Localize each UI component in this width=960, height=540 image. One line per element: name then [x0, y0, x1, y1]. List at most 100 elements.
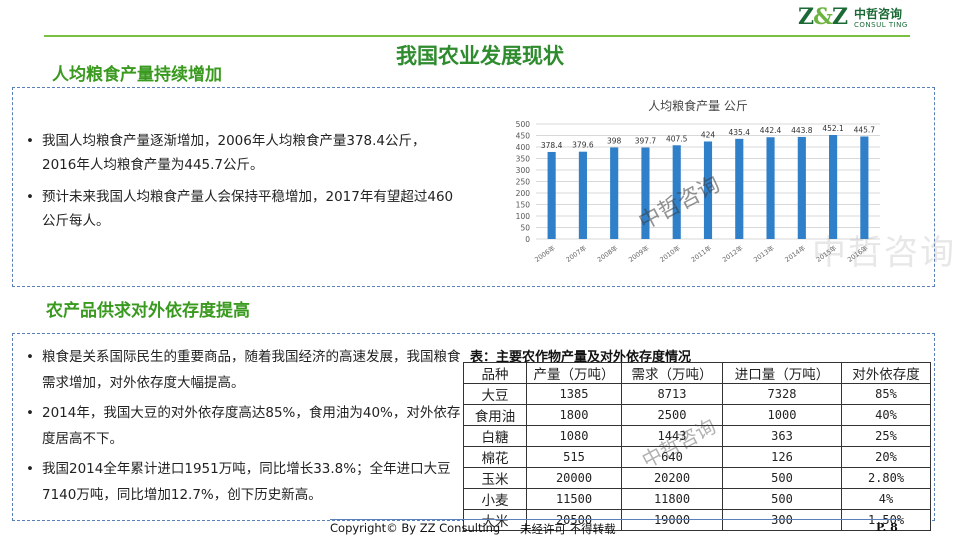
table-cell: 25%: [841, 425, 931, 447]
x-tick-label: 2013年: [752, 243, 776, 264]
column-header: 对外依存度: [841, 362, 931, 384]
table-cell: 500: [722, 467, 842, 489]
x-tick-label: 2014年: [783, 243, 807, 264]
crop-name-cell: 棉花: [463, 446, 527, 468]
bar: [641, 147, 650, 239]
table-cell: 40%: [841, 404, 931, 426]
x-tick-label: 2010年: [658, 243, 682, 264]
footer-divider: [330, 519, 900, 520]
table-cell: 1385: [526, 383, 622, 405]
table-cell: 1.50%: [841, 509, 931, 531]
logo-chinese-name: 中哲咨询: [854, 7, 903, 21]
x-tick-label: 2009年: [627, 243, 651, 264]
table-cell: 2.80%: [841, 467, 931, 489]
x-tick-label: 2011年: [689, 243, 713, 264]
column-header: 进口量（万吨）: [722, 362, 842, 384]
data-label: 379.6: [572, 141, 594, 150]
y-tick-label: 500: [516, 120, 531, 129]
crop-name-cell: 大豆: [463, 383, 527, 405]
table-cell: 7328: [722, 383, 842, 405]
company-logo: Z&Z 中哲咨询 CONSUL TING: [798, 4, 910, 34]
logo-mark: Z&Z: [798, 4, 848, 30]
y-tick-label: 150: [516, 201, 531, 210]
table-row: 食用油 1800 2500 1000 40%: [463, 404, 931, 426]
per-capita-grain-chart: 人均粮食产量 公斤 0 50 100 150 200 250 300 350 400 450 500…: [516, 98, 880, 264]
table-row: 白糖 1080 1443 363 25%: [463, 425, 931, 447]
table-cell: 1080: [526, 425, 622, 447]
logo-english-name: CONSUL TING: [854, 21, 908, 29]
table-cell: 500: [722, 488, 842, 510]
table-cell: 11800: [621, 488, 723, 510]
page-number: P. 8: [876, 521, 898, 534]
bar: [703, 141, 713, 239]
table-cell: 85%: [841, 383, 931, 405]
crop-name-cell: 食用油: [463, 404, 527, 426]
column-header: 产量（万吨）: [526, 362, 622, 384]
bullet-item: 我国人均粮食产量逐渐增加，2006年人均粮食产量378.4公斤，2016年人均粮…: [24, 129, 454, 177]
data-label: 407.5: [666, 134, 688, 143]
x-tick-label: 2006年: [533, 243, 557, 264]
bar: [610, 147, 619, 239]
y-tick-label: 0: [525, 235, 530, 244]
bar: [766, 137, 775, 239]
table-cell: 363: [722, 425, 842, 447]
chart-bars: [547, 135, 869, 239]
chart-title: 人均粮食产量 公斤: [648, 98, 748, 113]
section2-heading: 农产品供求对外依存度提高: [46, 301, 250, 321]
table-cell: 11500: [526, 488, 622, 510]
bar: [735, 138, 744, 239]
y-tick-label: 450: [516, 132, 531, 141]
table-row: 大豆 1385 8713 7328 85%: [463, 383, 931, 405]
table-row: 玉米 20000 20200 500 2.80%: [463, 467, 931, 489]
x-tick-label: 2007年: [564, 243, 588, 264]
header-divider: [44, 35, 910, 37]
bullet-item: 预计未来我国人均粮食产量人会保持平稳增加，2017年有望超过460公斤每人。: [24, 185, 454, 233]
table-cell: 19000: [621, 509, 723, 531]
bar: [578, 151, 587, 239]
section1-bullet-list: 我国人均粮食产量逐渐增加，2006年人均粮食产量378.4公斤，2016年人均粮…: [24, 129, 454, 241]
page-title: 我国农业发展现状: [396, 44, 564, 68]
bar: [797, 136, 806, 239]
section1-heading: 人均粮食产量持续增加: [52, 65, 222, 85]
table-cell: 20500: [526, 509, 622, 531]
table-cell: 8713: [621, 383, 723, 405]
y-tick-label: 250: [516, 178, 531, 187]
chart-y-axis: 0 50 100 150 200 250 300 350 400 450 500: [516, 120, 531, 244]
table-cell: 300: [722, 509, 842, 531]
chart-data-labels: 378.4 379.6 398 397.7 407.5 424 435.4 442.4 443.…: [541, 124, 875, 150]
y-tick-label: 350: [516, 155, 531, 164]
table-cell: 515: [526, 446, 622, 468]
y-tick-label: 100: [516, 212, 531, 221]
bar: [672, 145, 681, 239]
data-label: 424: [701, 130, 716, 139]
crop-name-cell: 小麦: [463, 488, 527, 510]
table-cell: 126: [722, 446, 842, 468]
y-tick-label: 50: [520, 224, 530, 233]
y-tick-label: 300: [516, 166, 531, 175]
table-header-row: 品种 产量（万吨） 需求（万吨） 进口量（万吨） 对外依存度: [463, 362, 931, 384]
table-cell: 1800: [526, 404, 622, 426]
table-row: 大米 20500 19000 300 1.50%: [463, 509, 931, 531]
data-label: 398: [607, 136, 622, 145]
bullet-item: 2014年，我国大豆的对外依存度高达85%，食用油为40%，对外依存度居高不下。: [24, 400, 469, 452]
copyright-text: Copyright© By ZZ Consulting: [330, 521, 501, 535]
crop-dependency-table: 品种 产量（万吨） 需求（万吨） 进口量（万吨） 对外依存度 大豆 1385 871…: [463, 362, 931, 531]
data-label: 443.8: [791, 126, 813, 135]
bullet-item: 我国2014全年累计进口1951万吨，同比增长33.8%；全年进口大豆7140万…: [24, 456, 469, 508]
reprint-notice: 未经许可 不得转载: [520, 522, 616, 536]
table-cell: 1000: [722, 404, 842, 426]
bullet-item: 粮食是关系国际民生的重要商品，随着我国经济的高速发展，我国粮食需求增加，对外依存…: [24, 344, 469, 396]
data-label: 445.7: [854, 125, 876, 134]
bar: [547, 151, 556, 239]
section1-box: [12, 87, 935, 287]
x-tick-label: 2012年: [720, 243, 744, 264]
column-header: 需求（万吨）: [621, 362, 723, 384]
table-title: 表：主要农作物产量及对外依存度情况: [470, 350, 692, 365]
x-tick-label: 2008年: [595, 243, 619, 264]
section2-bullet-list: 粮食是关系国际民生的重要商品，随着我国经济的高速发展，我国粮食需求增加，对外依存…: [24, 344, 469, 512]
table-cell: 4%: [841, 488, 931, 510]
data-label: 378.4: [541, 141, 563, 150]
bar: [829, 135, 838, 239]
y-tick-label: 400: [516, 143, 531, 152]
table-cell: 20000: [526, 467, 622, 489]
